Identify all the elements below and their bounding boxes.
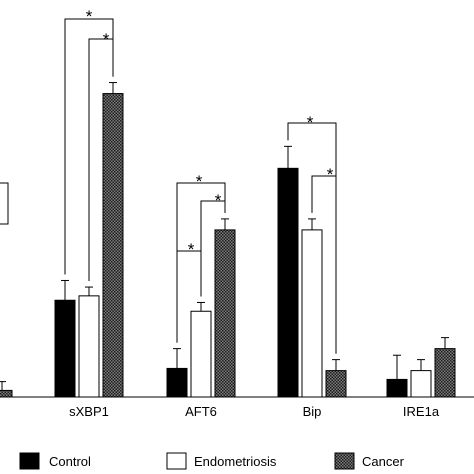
bar-ire1a-control	[386, 378, 408, 398]
partial-significance-bracket	[0, 182, 9, 225]
significance-star-aft6-5: *	[188, 240, 195, 259]
bar-aft6-cancer	[214, 229, 236, 398]
x-tick-label-sxbp1: sXBP1	[69, 404, 109, 419]
legend-swatch-endometriosis	[166, 452, 187, 470]
legend-swatch-cancer	[334, 452, 355, 470]
significance-bracket-aft6-5	[176, 250, 202, 343]
significance-star-aft6-3: *	[196, 172, 203, 191]
bar-bip-control	[277, 167, 299, 398]
bar-bip-cancer	[325, 370, 347, 398]
bar-partial-cancer	[0, 389, 13, 398]
bar-bip-endometriosis	[301, 229, 323, 398]
x-tick-label-bip: Bip	[303, 404, 322, 419]
bar-aft6-control	[166, 367, 188, 398]
significance-star-aft6-4: *	[215, 191, 222, 210]
legend-label-endometriosis: Endometriosis	[194, 454, 277, 469]
significance-star-sxbp1-2: *	[103, 30, 110, 49]
significance-star-sxbp1-1: *	[86, 7, 93, 26]
legend-label-cancer: Cancer	[362, 454, 405, 469]
bar-aft6-endometriosis	[190, 310, 212, 398]
bar-ire1a-endometriosis	[410, 370, 432, 398]
significance-star-bip-7: *	[327, 165, 334, 184]
significance-bracket-aft6-4	[200, 200, 226, 297]
bar-sxbp1-control	[54, 299, 76, 398]
bar-ire1a-cancer	[434, 348, 456, 398]
significance-star-bip-6: *	[307, 113, 314, 132]
x-tick-label-aft6: AFT6	[185, 404, 217, 419]
legend: Control Endometriosis Cancer	[19, 452, 405, 470]
bar-sxbp1-cancer	[102, 93, 124, 398]
significance-bracket-sxbp1-2	[88, 38, 114, 282]
legend-label-control: Control	[49, 454, 91, 469]
bar-sxbp1-endometriosis	[78, 295, 100, 398]
x-tick-label-ire1a: IRE1a	[403, 404, 440, 419]
legend-swatch-control	[19, 452, 40, 470]
significance-bracket-bip-7	[311, 175, 337, 354]
